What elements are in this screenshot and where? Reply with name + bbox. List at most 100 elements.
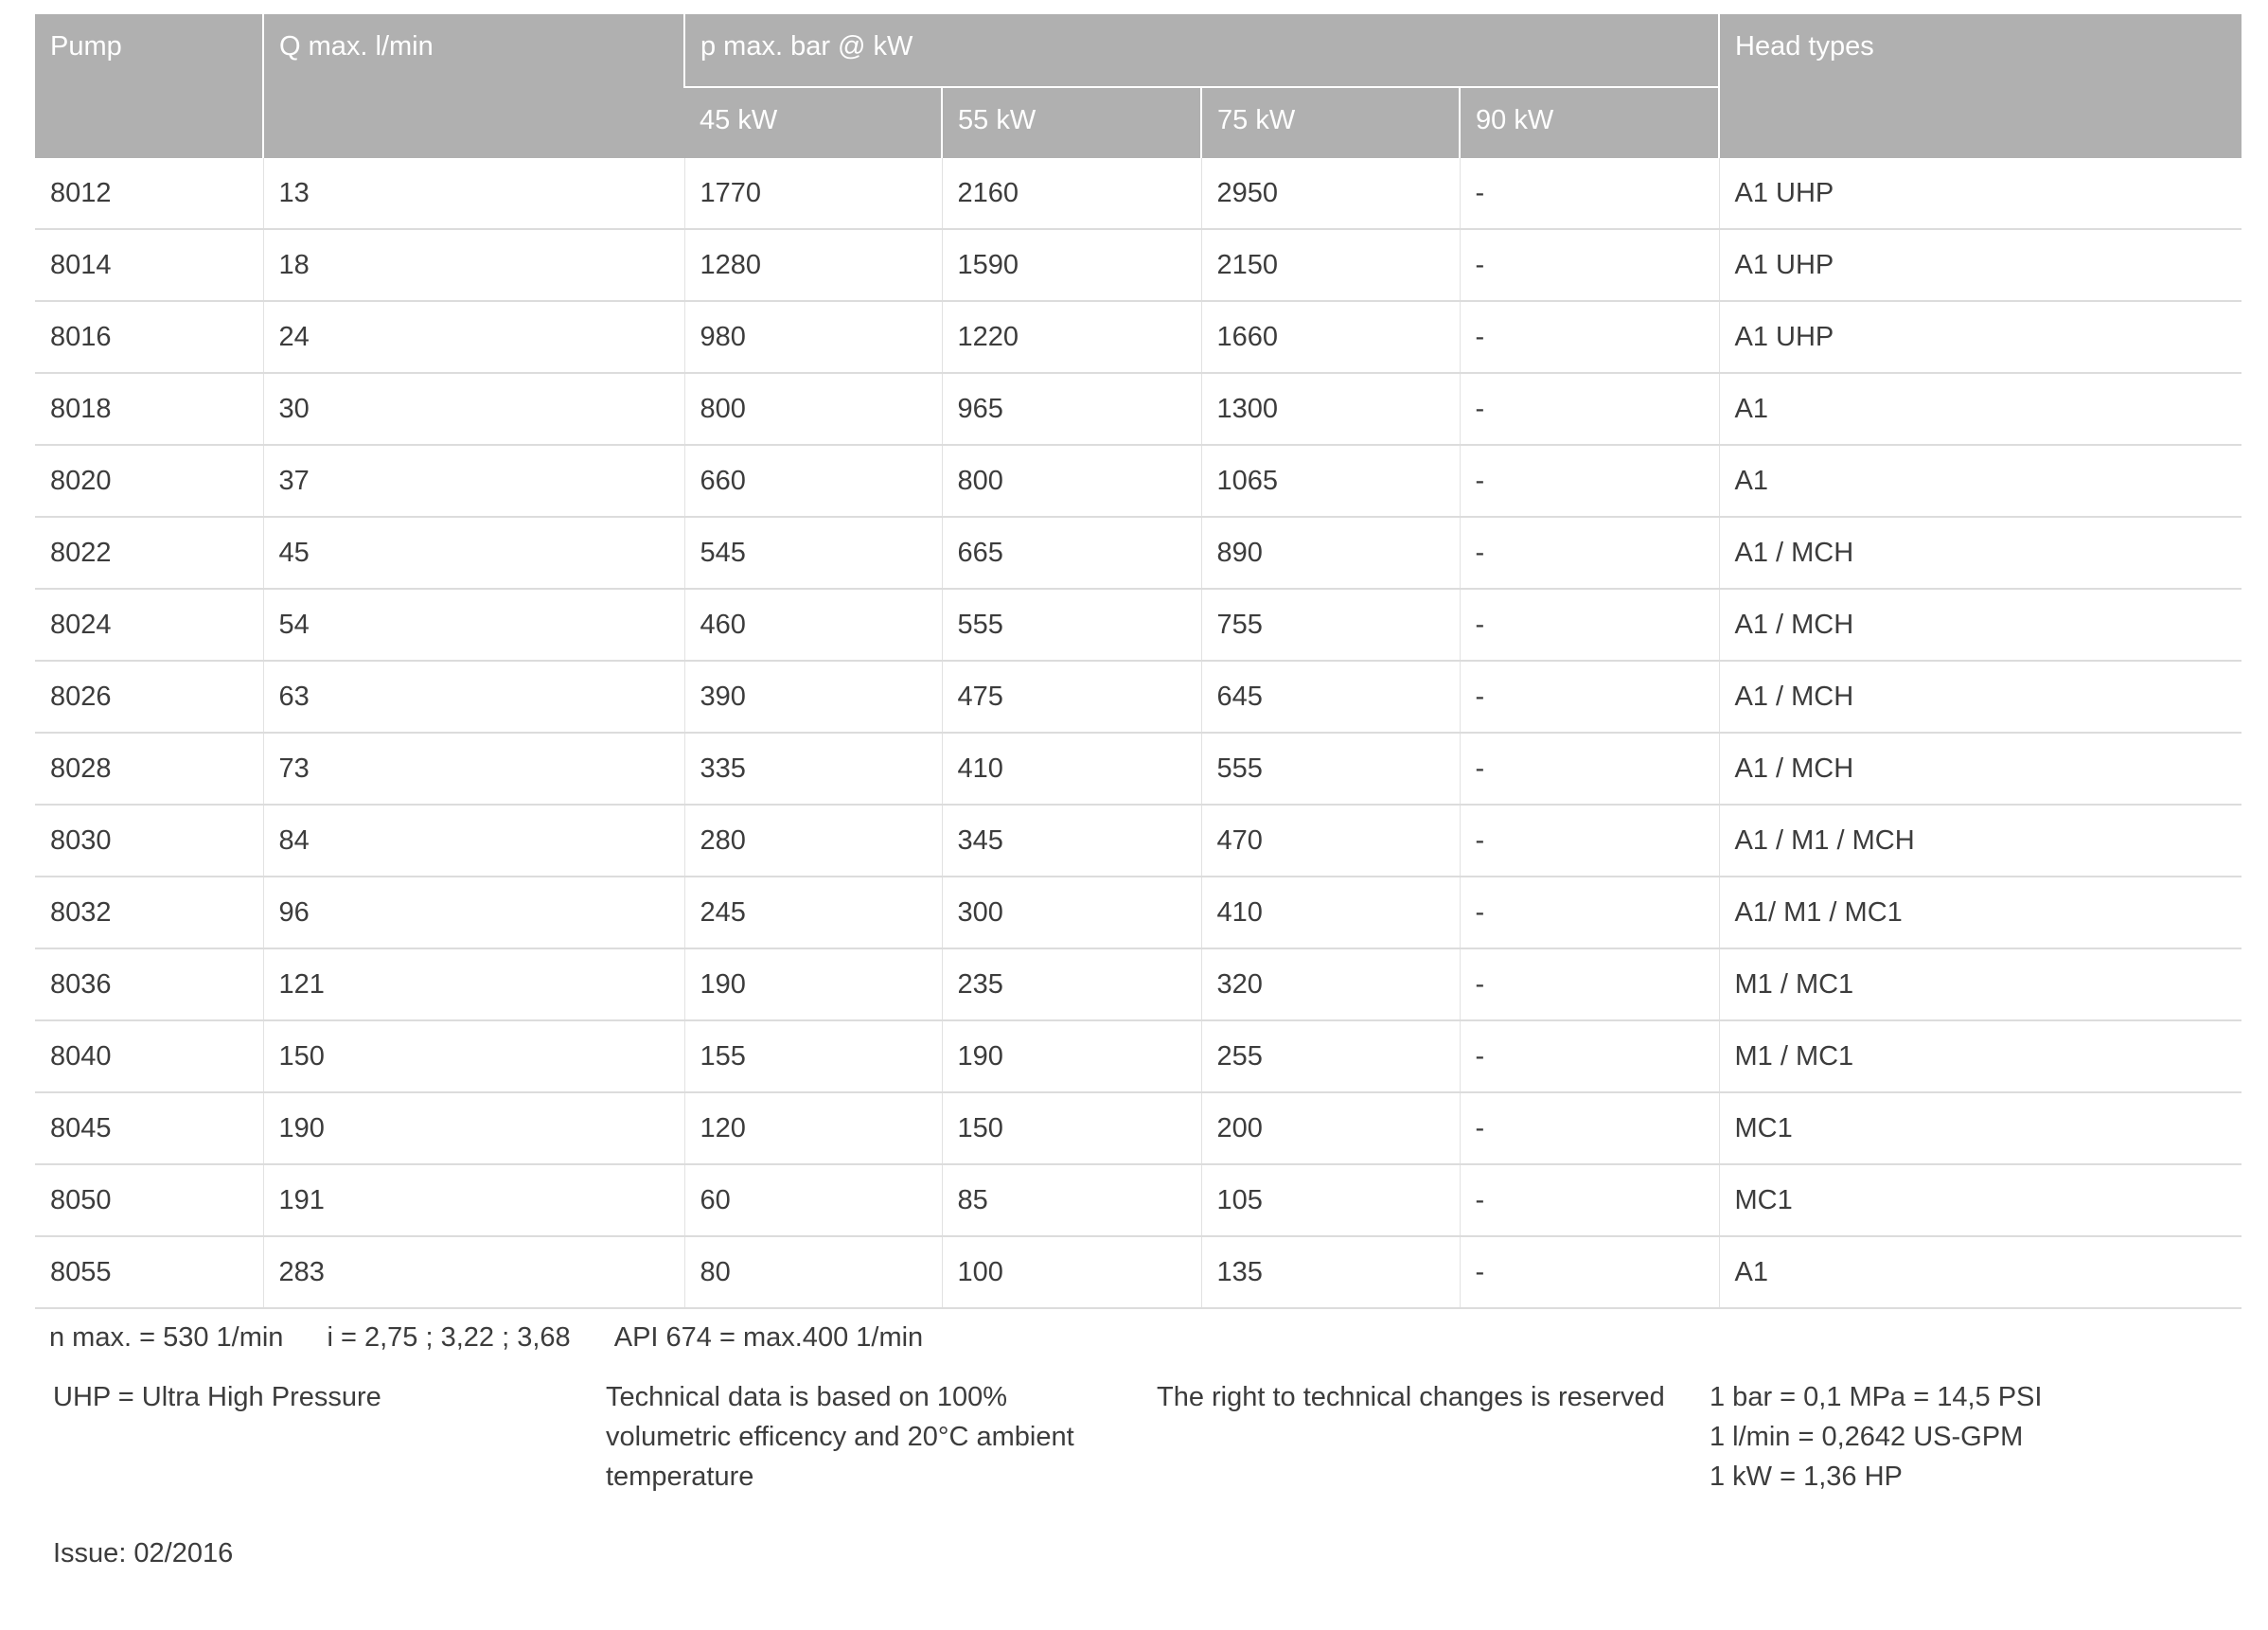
cell-p-90kw: - [1459,733,1719,806]
cell-q-max: 191 [262,1164,684,1237]
cell-p-90kw: - [1459,1164,1719,1237]
cell-p-55kw: 85 [941,1164,1201,1237]
table-row: 8022 45 545 665 890- A1 / MCH [35,517,2241,590]
cell-p-55kw: 1590 [941,229,1201,302]
table-row: 8055 283 80 100 135- A1 [35,1236,2241,1309]
cell-p-55kw: 1220 [941,301,1201,374]
cell-p-45kw: 245 [683,877,942,949]
spec-n-max: n max. = 530 1/min [49,1322,284,1353]
cell-pump: 8036 [35,948,263,1021]
cell-pump: 8045 [35,1092,263,1165]
cell-p-75kw: 1660 [1200,301,1460,374]
cell-p-55kw: 665 [941,517,1201,590]
issue-date: Issue: 02/2016 [53,1538,234,1568]
cell-p-75kw: 555 [1200,733,1460,806]
cell-p-45kw: 80 [683,1236,942,1309]
cell-p-45kw: 1280 [683,229,942,302]
cell-head-types: A1 UHP [1718,301,2241,374]
cell-head-types: MC1 [1718,1092,2241,1165]
cell-pump: 8012 [35,158,263,230]
cell-p-55kw: 300 [941,877,1201,949]
cell-p-90kw: - [1459,373,1719,446]
cell-pump: 8016 [35,301,263,374]
cell-p-45kw: 460 [683,589,942,662]
header-head-types: Head types [1718,14,2241,158]
cell-p-45kw: 190 [683,948,942,1021]
cell-p-75kw: 1065 [1200,445,1460,518]
cell-q-max: 63 [262,661,684,734]
cell-p-45kw: 800 [683,373,942,446]
conversion-line: 1 bar = 0,1 MPa = 14,5 PSI [1710,1382,2043,1412]
cell-p-55kw: 2160 [941,158,1201,230]
table-row: 8016 24 980 1220 1660- A1 UHP [35,301,2241,374]
header-q-max: Q max. l/min [262,14,684,158]
cell-q-max: 24 [262,301,684,374]
table-row: 8040 150 155 190 255- M1 / MC1 [35,1020,2241,1093]
cell-q-max: 54 [262,589,684,662]
cell-head-types: A1 / MCH [1718,661,2241,734]
cell-p-75kw: 200 [1200,1092,1460,1165]
table-row: 8030 84 280 345 470- A1 / M1 / MCH [35,805,2241,877]
table-row: 8024 54 460 555 755- A1 / MCH [35,589,2241,662]
cell-p-45kw: 1770 [683,158,942,230]
cell-p-90kw: - [1459,1236,1719,1309]
cell-p-55kw: 410 [941,733,1201,806]
cell-q-max: 121 [262,948,684,1021]
cell-head-types: A1 UHP [1718,158,2241,230]
cell-q-max: 84 [262,805,684,877]
cell-p-90kw: - [1459,877,1719,949]
cell-p-75kw: 1300 [1200,373,1460,446]
table-row: 8012 13 1770 2160 2950- A1 UHP [35,158,2241,230]
cell-p-45kw: 335 [683,733,942,806]
cell-p-75kw: 890 [1200,517,1460,590]
conversions-note: 1 bar = 0,1 MPa = 14,5 PSI 1 l/min = 0,2… [1710,1377,2042,1497]
cell-head-types: A1 / MCH [1718,589,2241,662]
cell-p-75kw: 470 [1200,805,1460,877]
header-55kw: 55 kW [941,86,1201,158]
cell-p-45kw: 980 [683,301,942,374]
cell-p-55kw: 965 [941,373,1201,446]
cell-head-types: A1 [1718,1236,2241,1309]
spec-ratio: i = 2,75 ; 3,22 ; 3,68 [327,1322,571,1353]
cell-p-55kw: 475 [941,661,1201,734]
cell-p-55kw: 235 [941,948,1201,1021]
cell-pump: 8024 [35,589,263,662]
cell-q-max: 37 [262,445,684,518]
cell-p-75kw: 2950 [1200,158,1460,230]
cell-q-max: 13 [262,158,684,230]
cell-q-max: 96 [262,877,684,949]
cell-p-45kw: 280 [683,805,942,877]
cell-p-45kw: 545 [683,517,942,590]
cell-p-55kw: 800 [941,445,1201,518]
cell-q-max: 283 [262,1236,684,1309]
cell-p-90kw: - [1459,229,1719,302]
cell-p-90kw: - [1459,1092,1719,1165]
header-75kw: 75 kW [1200,86,1460,158]
table-row: 8018 30 800 965 1300- A1 [35,373,2241,446]
cell-head-types: A1 / M1 / MCH [1718,805,2241,877]
conversion-line: 1 kW = 1,36 HP [1710,1462,1903,1492]
cell-q-max: 150 [262,1020,684,1093]
cell-p-55kw: 555 [941,589,1201,662]
cell-p-45kw: 390 [683,661,942,734]
cell-q-max: 73 [262,733,684,806]
cell-head-types: M1 / MC1 [1718,1020,2241,1093]
cell-p-90kw: - [1459,158,1719,230]
cell-head-types: A1 [1718,373,2241,446]
rights-note: The right to technical changes is reserv… [1157,1382,1665,1412]
cell-p-90kw: - [1459,1020,1719,1093]
uhp-note: UHP = Ultra High Pressure [53,1382,381,1412]
technical-note: Technical data is based on 100% volumetr… [606,1377,1074,1497]
cell-pump: 8026 [35,661,263,734]
cell-p-75kw: 2150 [1200,229,1460,302]
cell-p-75kw: 105 [1200,1164,1460,1237]
cell-q-max: 190 [262,1092,684,1165]
cell-p-55kw: 190 [941,1020,1201,1093]
cell-pump: 8022 [35,517,263,590]
table-row: 8045 190 120 150 200- MC1 [35,1092,2241,1165]
cell-p-90kw: - [1459,301,1719,374]
cell-p-75kw: 255 [1200,1020,1460,1093]
cell-head-types: A1 [1718,445,2241,518]
cell-head-types: M1 / MC1 [1718,948,2241,1021]
cell-p-90kw: - [1459,805,1719,877]
